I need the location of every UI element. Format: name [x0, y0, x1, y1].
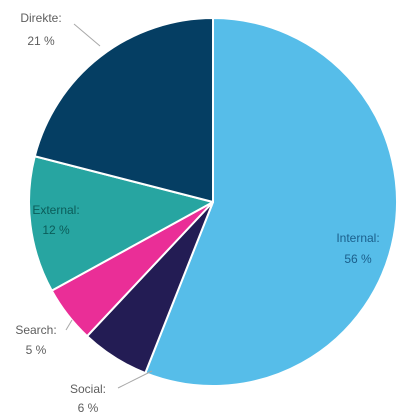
- slice-label-social: Social:: [70, 382, 106, 396]
- slice-labels: Internal: 56 % Social: 6 % Search: 5 % Externa…: [15, 11, 379, 415]
- leader-line-social: [117, 370, 153, 389]
- slice-label-internal: Internal:: [336, 231, 379, 245]
- slice-value-social: 6 %: [78, 401, 99, 415]
- slice-label-search: Search:: [15, 323, 56, 337]
- pie-slice-direkte: [33, 17, 214, 203]
- pie-slices: [28, 17, 398, 387]
- pie-slice-internal: [144, 17, 398, 387]
- pie-slice-external: [28, 155, 214, 292]
- slice-value-direkte: 21 %: [27, 34, 55, 48]
- slice-value-external: 12 %: [42, 223, 70, 237]
- slice-value-internal: 56 %: [344, 252, 372, 266]
- slice-value-search: 5 %: [26, 343, 47, 357]
- slice-label-external: External:: [32, 203, 79, 217]
- slice-label-direkte: Direkte:: [20, 11, 61, 25]
- leader-line-direkte: [73, 23, 101, 47]
- leader-lines: [65, 23, 153, 389]
- leader-line-search: [65, 319, 73, 331]
